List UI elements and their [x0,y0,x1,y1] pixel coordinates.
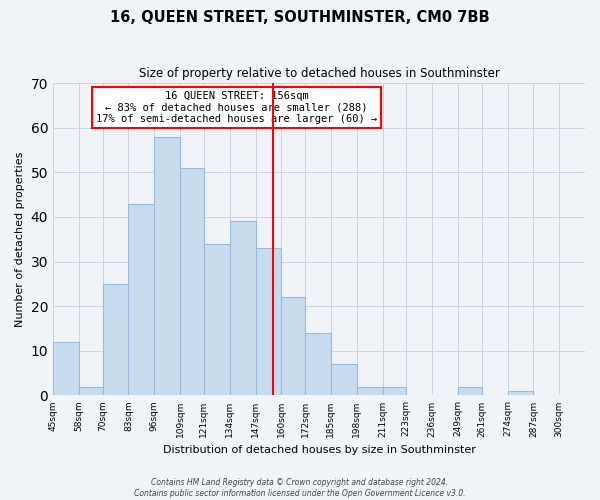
Text: 16, QUEEN STREET, SOUTHMINSTER, CM0 7BB: 16, QUEEN STREET, SOUTHMINSTER, CM0 7BB [110,10,490,25]
Bar [154,136,180,396]
Bar [305,333,331,396]
Bar [281,298,305,396]
Bar [79,386,103,396]
Bar [204,244,230,396]
Bar [458,386,482,396]
Bar [383,386,406,396]
Bar [331,364,357,396]
Title: Size of property relative to detached houses in Southminster: Size of property relative to detached ho… [139,68,499,80]
Bar [103,284,128,396]
Text: Contains HM Land Registry data © Crown copyright and database right 2024.
Contai: Contains HM Land Registry data © Crown c… [134,478,466,498]
X-axis label: Distribution of detached houses by size in Southminster: Distribution of detached houses by size … [163,445,475,455]
Y-axis label: Number of detached properties: Number of detached properties [15,152,25,327]
Bar [128,204,154,396]
Bar [230,222,256,396]
Text: 16 QUEEN STREET: 156sqm
← 83% of detached houses are smaller (288)
17% of semi-d: 16 QUEEN STREET: 156sqm ← 83% of detache… [96,91,377,124]
Bar [53,342,79,396]
Bar [357,386,383,396]
Bar [180,168,204,396]
Bar [508,391,533,396]
Bar [256,248,281,396]
